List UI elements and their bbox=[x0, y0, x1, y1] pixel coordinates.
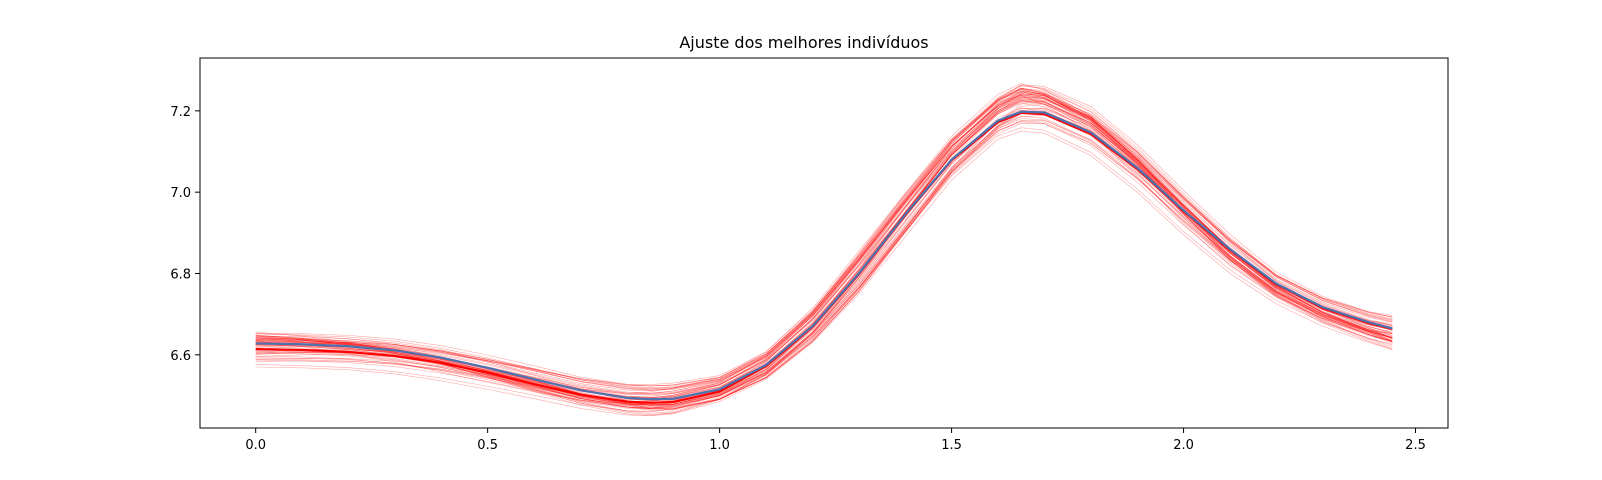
x-tick-label: 0.0 bbox=[245, 438, 266, 453]
individual-line bbox=[255, 102, 1393, 403]
individual-line bbox=[255, 120, 1393, 406]
y-tick-label: 7.2 bbox=[170, 105, 191, 120]
individual-line bbox=[255, 96, 1393, 395]
individual-line bbox=[255, 91, 1393, 416]
x-tick-label: 1.5 bbox=[941, 438, 962, 453]
x-tick-label: 2.0 bbox=[1173, 438, 1194, 453]
individual-line bbox=[255, 111, 1393, 406]
y-tick-label: 6.8 bbox=[170, 267, 191, 282]
individual-line bbox=[255, 130, 1393, 417]
individual-lines bbox=[255, 83, 1393, 417]
individual-line bbox=[255, 93, 1393, 390]
individual-line bbox=[255, 84, 1393, 391]
individual-line bbox=[255, 85, 1393, 389]
individual-line bbox=[255, 119, 1393, 405]
y-axis: 6.6 6.8 7.0 7.2 bbox=[170, 105, 200, 364]
plot-area-frame bbox=[199, 57, 1449, 429]
x-axis: 0.0 0.5 1.0 1.5 2.0 2.5 bbox=[245, 428, 1426, 453]
best-line bbox=[255, 110, 1393, 401]
x-tick-label: 0.5 bbox=[477, 438, 498, 453]
y-tick-label: 6.6 bbox=[170, 349, 191, 364]
x-tick-label: 1.0 bbox=[709, 438, 730, 453]
chart-title: Ajuste dos melhores indivíduos bbox=[679, 33, 928, 52]
individual-line bbox=[255, 127, 1393, 412]
individual-line bbox=[255, 99, 1393, 408]
individual-line bbox=[255, 99, 1393, 398]
series-lines bbox=[255, 110, 1393, 404]
individual-line bbox=[255, 94, 1393, 387]
individual-line bbox=[255, 94, 1393, 394]
individual-line bbox=[255, 109, 1393, 409]
individual-line bbox=[255, 91, 1393, 391]
individual-line bbox=[255, 88, 1393, 391]
individual-line bbox=[255, 123, 1393, 406]
individual-line bbox=[255, 95, 1393, 405]
x-tick-label: 2.5 bbox=[1405, 438, 1426, 453]
individual-line bbox=[255, 84, 1393, 387]
y-tick-label: 7.0 bbox=[170, 186, 191, 201]
individual-line bbox=[255, 115, 1393, 406]
individual-line bbox=[255, 89, 1393, 409]
individual-line bbox=[255, 118, 1393, 406]
individual-line bbox=[255, 121, 1393, 409]
individual-line bbox=[255, 115, 1393, 409]
individual-line bbox=[255, 94, 1393, 385]
individual-line bbox=[255, 93, 1393, 387]
individual-line bbox=[255, 88, 1393, 406]
individual-line bbox=[255, 92, 1393, 389]
